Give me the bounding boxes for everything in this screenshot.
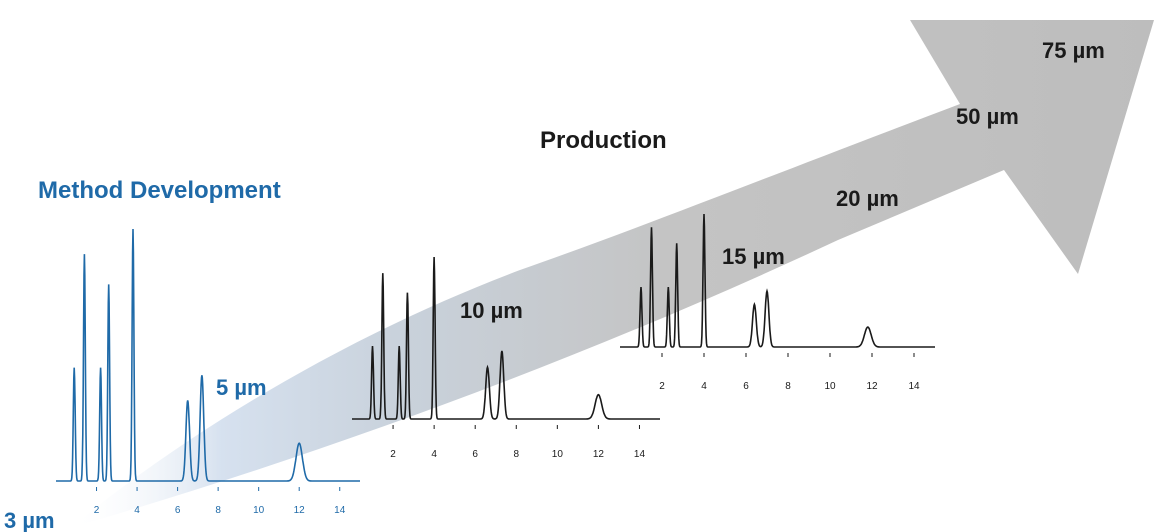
size-label-5um: 5 µm bbox=[216, 375, 267, 400]
tick-label: 10 bbox=[552, 449, 564, 460]
tick-label: 6 bbox=[175, 505, 181, 516]
tick-label: 4 bbox=[701, 381, 707, 392]
tick-label: 14 bbox=[634, 449, 646, 460]
chromatogram-10um: 2 4 6 8 10 12 14 bbox=[352, 256, 660, 460]
scale-up-arrow bbox=[70, 20, 1154, 528]
size-label-50um: 50 µm bbox=[956, 104, 1019, 129]
tick-label: 8 bbox=[513, 449, 519, 460]
tick-label: 12 bbox=[294, 505, 306, 516]
tick-label: 2 bbox=[390, 449, 396, 460]
size-label-3um: 3 µm bbox=[4, 508, 55, 532]
chromatogram-3um: 2 4 6 8 10 12 14 bbox=[56, 228, 360, 516]
tick-label: 10 bbox=[824, 381, 836, 392]
chromatogram-trace bbox=[56, 228, 360, 482]
size-label-15um: 15 µm bbox=[722, 244, 785, 269]
tick-label: 2 bbox=[94, 505, 100, 516]
tick-label: 6 bbox=[472, 449, 478, 460]
chromatogram-trace bbox=[352, 256, 660, 420]
tick-label: 4 bbox=[134, 505, 140, 516]
tick-label: 8 bbox=[215, 505, 221, 516]
production-heading: Production bbox=[540, 127, 667, 154]
chromatogram-trace bbox=[620, 213, 935, 348]
tick-label: 12 bbox=[593, 449, 605, 460]
tick-label: 2 bbox=[659, 381, 665, 392]
tick-label: 14 bbox=[908, 381, 920, 392]
tick-label: 14 bbox=[334, 505, 346, 516]
tick-label: 8 bbox=[785, 381, 791, 392]
tick-label: 12 bbox=[866, 381, 878, 392]
tick-label: 4 bbox=[431, 449, 437, 460]
tick-label: 6 bbox=[743, 381, 749, 392]
size-label-75um: 75 µm bbox=[1042, 38, 1105, 63]
size-label-20um: 20 µm bbox=[836, 186, 899, 211]
chromatogram-15um: 2 4 6 8 10 12 14 bbox=[620, 213, 935, 392]
tick-label: 10 bbox=[253, 505, 265, 516]
size-label-10um: 10 µm bbox=[460, 298, 523, 323]
method-development-heading: Method Development bbox=[38, 177, 281, 204]
